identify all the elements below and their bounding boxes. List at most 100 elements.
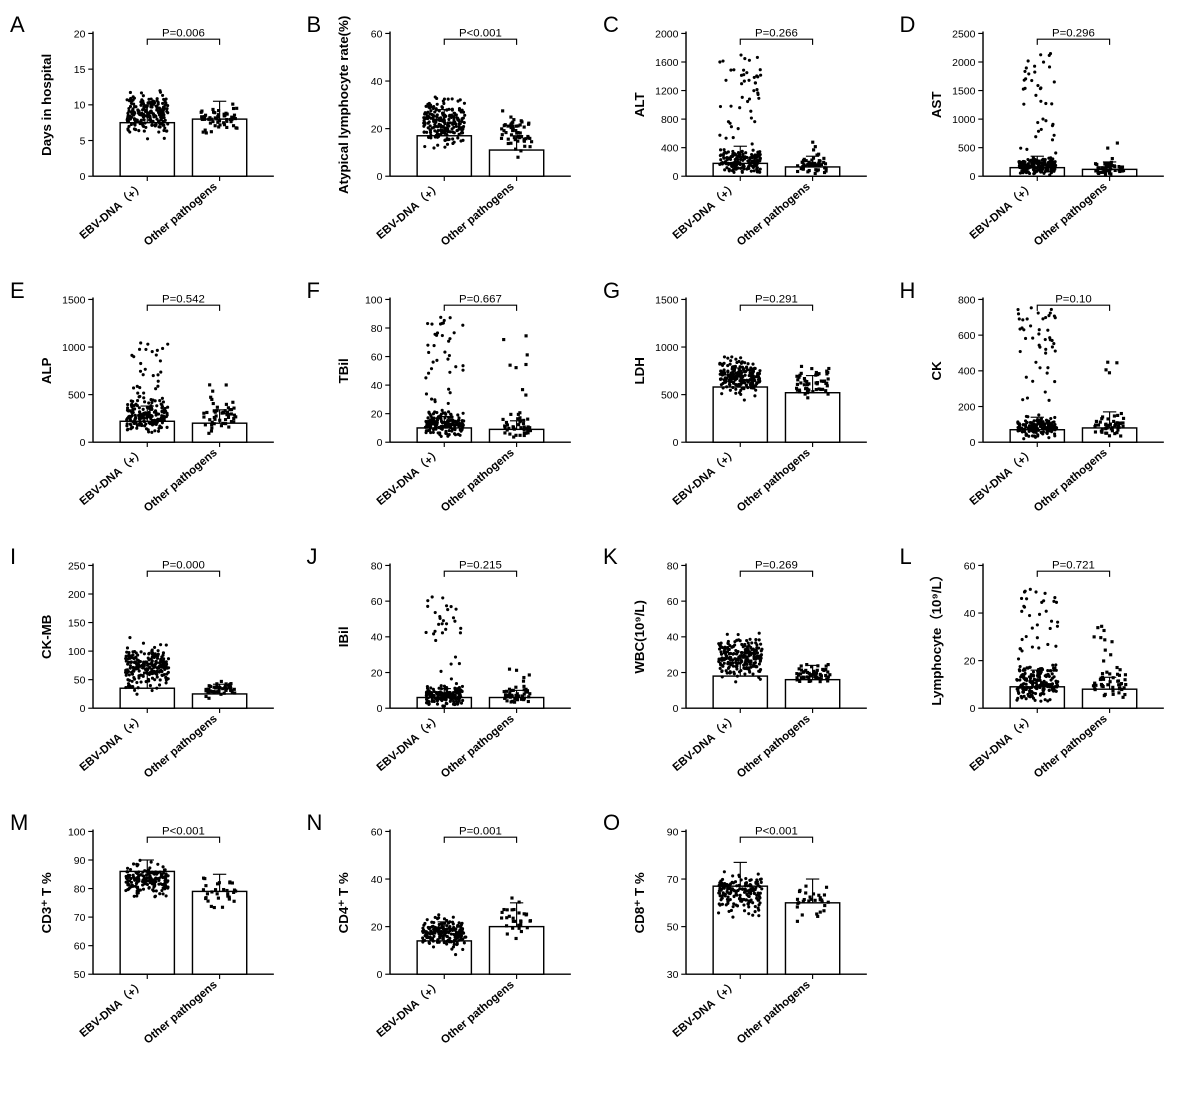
- p-value: P=0.296: [1052, 27, 1095, 39]
- p-value: P=0.667: [459, 293, 502, 305]
- svg-text:20: 20: [370, 668, 382, 679]
- svg-text:1000: 1000: [62, 343, 85, 354]
- svg-text:0: 0: [673, 438, 679, 449]
- panel-O: O 30507090 P<0.001 CD8⁺ T % EBV-DNA（+） O…: [603, 808, 894, 1070]
- p-value: P<0.001: [755, 825, 798, 837]
- scatter-bar-chart: 050100150200250 P=0.000 CK-MB EBV-DNA（+）…: [34, 542, 301, 804]
- panel-letter: B: [307, 10, 331, 38]
- panel-N: N 0204060 P=0.001 CD4⁺ T % EBV-DNA（+） Ot…: [307, 808, 598, 1070]
- x-label-g2: Other pathogens: [735, 713, 813, 781]
- x-label-g2: Other pathogens: [142, 181, 220, 249]
- panel-letter: F: [307, 276, 331, 304]
- panel-letter: M: [10, 808, 34, 836]
- svg-text:0: 0: [80, 438, 86, 449]
- svg-text:60: 60: [667, 597, 679, 608]
- panel-letter: O: [603, 808, 627, 836]
- panel-J: J 020406080 P=0.215 IBil EBV-DNA（+） Othe…: [307, 542, 598, 804]
- panel-A: A 05101520 P=0.006 Days in hospital EBV-…: [10, 10, 301, 272]
- p-value: P=0.542: [162, 293, 205, 305]
- svg-text:60: 60: [370, 29, 382, 40]
- y-axis-label: ALP: [39, 357, 54, 384]
- p-value: P=0.006: [162, 27, 205, 39]
- panel-E: E 050010001500 P=0.542 ALP EBV-DNA（+） Ot…: [10, 276, 301, 538]
- chart-wrap: 05001000150020002500 P=0.296 AST EBV-DNA…: [924, 10, 1191, 272]
- svg-text:100: 100: [364, 295, 382, 306]
- p-value: P=0.266: [755, 27, 798, 39]
- svg-text:20: 20: [963, 656, 975, 667]
- svg-text:1500: 1500: [952, 86, 975, 97]
- y-axis-label: CD3⁺ T %: [39, 872, 54, 933]
- svg-text:400: 400: [661, 143, 679, 154]
- svg-text:0: 0: [376, 172, 382, 183]
- x-label-g1: EBV-DNA（+）: [373, 977, 444, 1040]
- p-value: P=0.721: [1052, 559, 1095, 571]
- svg-text:0: 0: [80, 704, 86, 715]
- svg-text:800: 800: [661, 115, 679, 126]
- svg-text:0: 0: [969, 704, 975, 715]
- chart-wrap: 5060708090100 P<0.001 CD3⁺ T % EBV-DNA（+…: [34, 808, 301, 1070]
- svg-text:400: 400: [957, 367, 975, 378]
- svg-text:2000: 2000: [952, 58, 975, 69]
- p-value: P=0.269: [755, 559, 798, 571]
- scatter-bar-chart: 05101520 P=0.006 Days in hospital EBV-DN…: [34, 10, 301, 272]
- scatter-bar-chart: 050010001500 P=0.291 LDH EBV-DNA（+） Othe…: [627, 276, 894, 538]
- svg-text:80: 80: [370, 561, 382, 572]
- scatter-bar-chart: 30507090 P<0.001 CD8⁺ T % EBV-DNA（+） Oth…: [627, 808, 894, 1070]
- x-label-g2: Other pathogens: [438, 447, 516, 515]
- svg-text:50: 50: [74, 675, 86, 686]
- x-label-g1: EBV-DNA（+）: [966, 179, 1037, 242]
- scatter-bar-chart: 020406080 P=0.215 IBil EBV-DNA（+） Other …: [331, 542, 598, 804]
- panel-G: G 050010001500 P=0.291 LDH EBV-DNA（+） Ot…: [603, 276, 894, 538]
- svg-text:10: 10: [74, 101, 86, 112]
- panel-K: K 020406080 P=0.269 WBC(10⁹/L) EBV-DNA（+…: [603, 542, 894, 804]
- svg-text:30: 30: [667, 970, 679, 981]
- panel-H: H 0200400600800 P=0.10 CK EBV-DNA（+） Oth…: [900, 276, 1191, 538]
- svg-text:90: 90: [667, 827, 679, 838]
- y-axis-label: LDH: [632, 357, 647, 384]
- y-axis-label: CK-MB: [39, 614, 54, 659]
- chart-wrap: 050100150200250 P=0.000 CK-MB EBV-DNA（+）…: [34, 542, 301, 804]
- x-label-g1: EBV-DNA（+）: [669, 445, 740, 508]
- svg-text:0: 0: [969, 438, 975, 449]
- chart-wrap: 020406080100 P=0.667 TBil EBV-DNA（+） Oth…: [331, 276, 598, 538]
- scatter-bar-chart: 05001000150020002500 P=0.296 AST EBV-DNA…: [924, 10, 1191, 272]
- y-axis-label: CK: [929, 361, 944, 381]
- svg-text:150: 150: [68, 618, 86, 629]
- svg-text:0: 0: [673, 704, 679, 715]
- chart-wrap: 0200400600800 P=0.10 CK EBV-DNA（+） Other…: [924, 276, 1191, 538]
- x-label-g2: Other pathogens: [438, 713, 516, 781]
- scatter-bar-chart: 050010001500 P=0.542 ALP EBV-DNA（+） Othe…: [34, 276, 301, 538]
- svg-text:1200: 1200: [655, 86, 678, 97]
- x-label-g1: EBV-DNA（+）: [373, 179, 444, 242]
- y-axis-label: AST: [929, 92, 944, 119]
- panel-letter: J: [307, 542, 331, 570]
- x-label-g1: EBV-DNA（+）: [373, 711, 444, 774]
- panel-D: D 05001000150020002500 P=0.296 AST EBV-D…: [900, 10, 1191, 272]
- x-label-g1: EBV-DNA（+）: [76, 977, 147, 1040]
- panel-letter: C: [603, 10, 627, 38]
- p-value: P=0.215: [459, 559, 502, 571]
- svg-text:200: 200: [68, 590, 86, 601]
- panel-letter: K: [603, 542, 627, 570]
- x-label-g2: Other pathogens: [142, 713, 220, 781]
- chart-wrap: 050010001500 P=0.542 ALP EBV-DNA（+） Othe…: [34, 276, 301, 538]
- svg-text:100: 100: [68, 827, 86, 838]
- chart-wrap: 0400800120016002000 P=0.266 ALT EBV-DNA（…: [627, 10, 894, 272]
- panel-B: B 0204060 P<0.001 Atypical lymphocyte ra…: [307, 10, 598, 272]
- scatter-bar-chart: 0204060 P=0.001 CD4⁺ T % EBV-DNA（+） Othe…: [331, 808, 598, 1070]
- x-label-g2: Other pathogens: [1031, 181, 1109, 249]
- svg-text:50: 50: [667, 922, 679, 933]
- svg-text:1500: 1500: [655, 295, 678, 306]
- chart-wrap: 0204060 P=0.721 Lymphocyte（10⁹/L） EBV-DN…: [924, 542, 1191, 804]
- panel-letter: N: [307, 808, 331, 836]
- panel-I: I 050100150200250 P=0.000 CK-MB EBV-DNA（…: [10, 542, 301, 804]
- svg-text:500: 500: [661, 390, 679, 401]
- x-label-g1: EBV-DNA（+）: [76, 179, 147, 242]
- panel-letter: H: [900, 276, 924, 304]
- x-label-g2: Other pathogens: [1031, 447, 1109, 515]
- chart-wrap: 020406080 P=0.215 IBil EBV-DNA（+） Other …: [331, 542, 598, 804]
- svg-text:60: 60: [370, 352, 382, 363]
- svg-text:2500: 2500: [952, 29, 975, 40]
- svg-text:600: 600: [957, 331, 975, 342]
- x-label-g2: Other pathogens: [735, 181, 813, 249]
